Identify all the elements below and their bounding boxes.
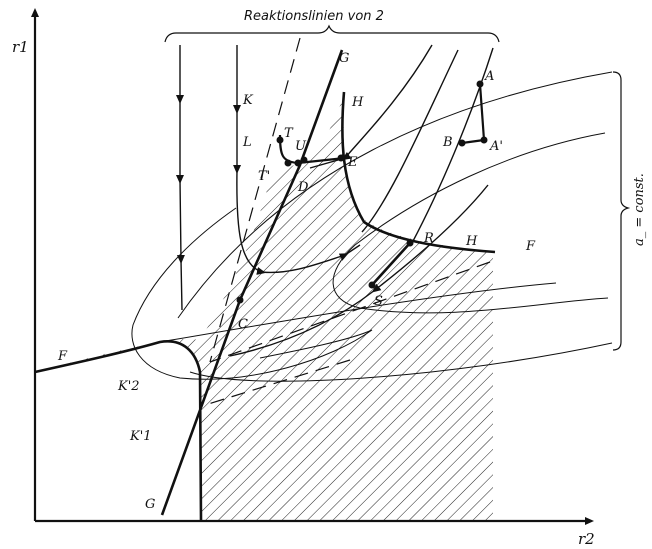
title-reaktionslinien: Reaktionslinien von 2 xyxy=(244,9,384,24)
hatched-region xyxy=(35,95,493,520)
reaction-line-1 xyxy=(175,45,185,311)
dashed-line-3 xyxy=(204,359,351,406)
point-r xyxy=(406,239,414,247)
point-t xyxy=(276,136,284,144)
point-t-prime xyxy=(284,159,292,167)
label-point-a: A xyxy=(484,69,494,84)
label-point-r: R xyxy=(423,231,434,246)
point-a xyxy=(476,80,484,88)
label-k2: K'2 xyxy=(117,379,140,394)
point-a-prime xyxy=(480,136,488,144)
dashed-line-2 xyxy=(209,261,491,363)
top-brace xyxy=(164,24,500,43)
f-curve xyxy=(159,282,557,343)
label-point-b: B xyxy=(442,135,453,150)
label-f-left: F xyxy=(57,349,68,364)
loop-curve xyxy=(131,207,373,380)
reaction-line-3 xyxy=(309,44,433,169)
label-point-t: T xyxy=(284,126,294,141)
level-curve-1 xyxy=(177,71,613,319)
label-k: K xyxy=(242,93,254,108)
reaction-line-4 xyxy=(361,49,459,233)
point-u xyxy=(294,159,302,167)
f-boundary xyxy=(34,340,203,521)
label-point-t-prime: T' xyxy=(258,169,270,184)
label-h-top: H xyxy=(351,95,364,110)
y-axis-label: r1 xyxy=(12,38,29,56)
label-g-top: G xyxy=(339,51,349,66)
label-l: L xyxy=(242,135,252,150)
label-k1: K'1 xyxy=(129,429,152,444)
label-h-right: H xyxy=(465,234,478,249)
point-c xyxy=(236,296,244,304)
bracket-label: a_ = const. xyxy=(632,173,647,246)
label-f-right: F xyxy=(525,239,536,254)
dashed-line-1 xyxy=(209,37,301,363)
point-d xyxy=(300,156,308,164)
label-point-c: C xyxy=(238,317,248,332)
level-curve-3 xyxy=(189,342,613,382)
level-curve-2 xyxy=(332,132,609,314)
reaction-line-2 xyxy=(233,45,361,275)
label-point-a-prime: A' xyxy=(489,139,503,154)
label-point-u: U xyxy=(295,139,307,154)
label-point-e: E xyxy=(347,155,358,170)
point-b xyxy=(458,139,466,147)
a-path xyxy=(461,83,486,145)
point-e xyxy=(337,154,345,162)
x-axis-label: r2 xyxy=(578,530,595,548)
reaction-line-5 xyxy=(411,47,494,244)
label-point-d: D xyxy=(297,180,309,195)
point-s xyxy=(368,281,376,289)
points xyxy=(236,80,488,304)
right-bracket xyxy=(612,71,631,351)
label-g-bottom: G xyxy=(145,497,155,512)
label-point-s: S xyxy=(374,294,383,309)
reaction-line-6 xyxy=(229,184,489,357)
r-s-segment xyxy=(371,242,411,286)
